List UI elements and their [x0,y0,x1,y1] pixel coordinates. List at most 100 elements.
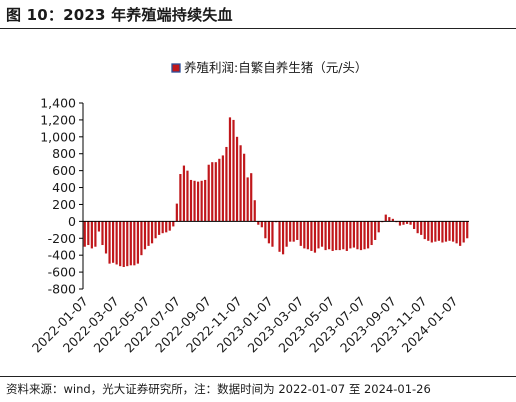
bar [179,174,182,222]
bar [260,221,263,228]
bar [331,221,334,251]
bar-series [83,117,469,268]
bar [108,221,111,264]
bar [196,181,200,222]
bar [200,180,203,222]
bar [218,158,221,222]
bar [207,164,210,222]
bar [317,221,320,249]
y-tick-label: 400 [52,180,76,195]
y-tick-label: -800 [48,282,76,297]
bar [154,221,157,239]
bar [83,221,86,247]
bar [338,221,341,251]
bar [391,218,394,222]
bar [122,221,125,268]
bar [437,221,440,241]
bar [413,221,416,229]
bar [320,221,324,247]
legend: 养殖利润:自繁自养生猪（元/头） [171,60,367,75]
bar [112,221,115,263]
bar [278,221,281,252]
y-tick-label: -200 [48,231,76,246]
bar [384,214,387,222]
y-tick-label: 1,000 [40,129,76,144]
bar [405,221,409,224]
bar [420,221,423,235]
bar [444,221,448,242]
bar [172,221,175,227]
bar [235,136,239,222]
bar [94,221,97,247]
bar [246,177,249,222]
bar [239,145,242,222]
bar [335,221,338,251]
bar [363,221,366,250]
bar [462,221,465,243]
figure-title: 图 10：2023 年养殖端持续失血 [6,6,233,24]
bar [97,221,101,232]
bar [87,221,90,246]
y-tick-label: 0 [68,214,76,229]
bar [225,146,228,222]
bar [370,221,373,246]
bottom-rule [0,376,516,377]
bar [175,203,178,222]
bar [101,221,104,246]
bar [211,162,214,222]
bar [267,221,271,244]
bar [161,221,164,234]
bar [352,221,356,248]
bar [221,155,224,222]
bar [388,217,391,222]
bar [250,173,253,222]
bar [366,221,370,249]
bar [165,221,168,233]
bar-chart: 养殖利润:自繁自养生猪（元/头） -800 -600 -400 -200 0 200 400… [29,60,469,355]
bar [182,165,186,222]
bar [271,221,274,247]
bar [448,221,451,241]
bar [455,221,458,244]
bar [147,221,150,246]
bar [398,221,402,226]
bar [423,221,426,240]
bar [306,221,309,250]
bar [466,221,469,239]
bar [313,221,317,253]
bar [214,162,217,222]
y-tick-label: -400 [48,248,76,263]
top-rule [0,28,516,29]
bar [434,221,437,242]
bar [441,221,444,243]
bar [430,221,433,243]
bar [158,221,161,235]
bar [356,221,359,250]
bar [186,170,189,222]
bar [281,221,285,255]
bar [310,221,313,251]
bar [374,221,377,240]
y-tick-label: 800 [52,146,76,161]
bar [119,221,122,267]
bar [90,221,93,249]
bar [257,221,260,225]
bar [143,221,147,250]
bar [427,221,430,241]
bar [140,221,143,256]
bar [328,221,331,250]
bar [104,221,108,254]
bar [115,221,118,265]
bar [296,221,299,240]
bar [264,221,267,239]
bar [451,221,455,242]
bar [168,221,171,231]
y-tick-label: 600 [52,163,76,178]
bar [324,221,327,251]
y-axis: -800 -600 -400 -200 0 200 400 600 800 1,000 1,2001… [40,96,84,297]
bar [126,221,129,267]
bar [150,221,154,244]
bar [204,179,207,222]
legend-swatch [171,63,181,73]
bar [345,221,348,251]
